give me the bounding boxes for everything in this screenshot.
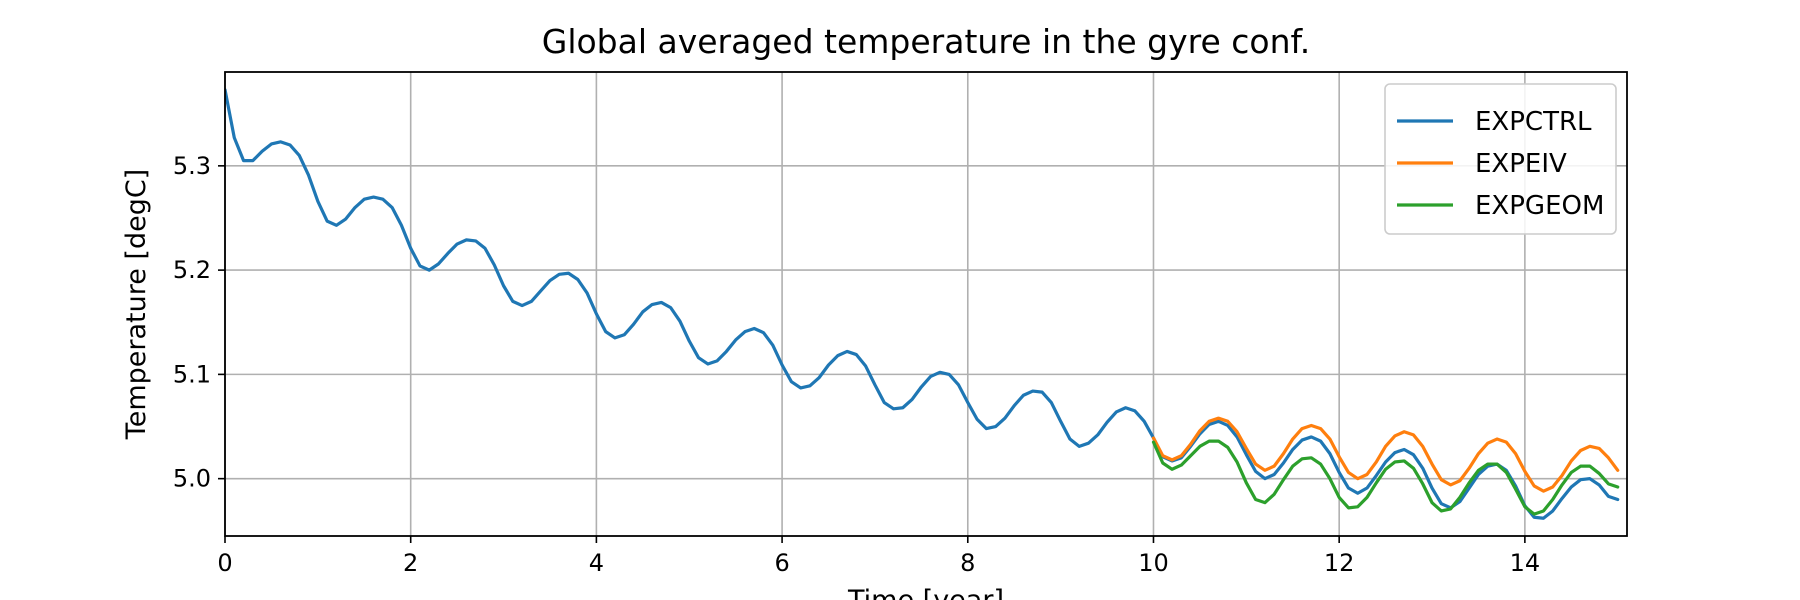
legend: EXPCTRL EXPEIV EXPGEOM (1384, 83, 1617, 235)
x-tick-label: 4 (589, 549, 604, 577)
y-tick-label: 5.0 (173, 465, 211, 493)
y-axis-label: Temperature [degC] (121, 169, 152, 440)
x-tick-label: 2 (403, 549, 418, 577)
x-tick-label: 12 (1324, 549, 1355, 577)
series-line-expeiv (1151, 416, 1620, 493)
plot-frame (224, 71, 1628, 537)
chart-title: Global averaged temperature in the gyre … (542, 22, 1311, 61)
y-tick-label: 5.3 (173, 152, 211, 180)
axis-ticks: 0 2 4 6 8 10 12 14 5.0 5.1 5.2 5.3 (173, 152, 1540, 577)
x-axis-label: Time [year] (847, 585, 1004, 600)
x-tick-label: 6 (774, 549, 789, 577)
legend-label-expctrl: EXPCTRL (1475, 107, 1592, 137)
series-line-expgeom (1151, 439, 1620, 516)
series-lines (225, 88, 1620, 520)
y-tick-label: 5.1 (173, 360, 211, 388)
x-tick-label: 8 (960, 549, 975, 577)
x-tick-label: 10 (1138, 549, 1169, 577)
x-tick-label: 0 (217, 549, 232, 577)
y-tick-label: 5.2 (173, 256, 211, 284)
series-line-expctrl (225, 88, 1620, 520)
legend-label-expgeom: EXPGEOM (1475, 191, 1604, 221)
legend-label-expeiv: EXPEIV (1475, 149, 1567, 179)
x-tick-label: 14 (1510, 549, 1541, 577)
